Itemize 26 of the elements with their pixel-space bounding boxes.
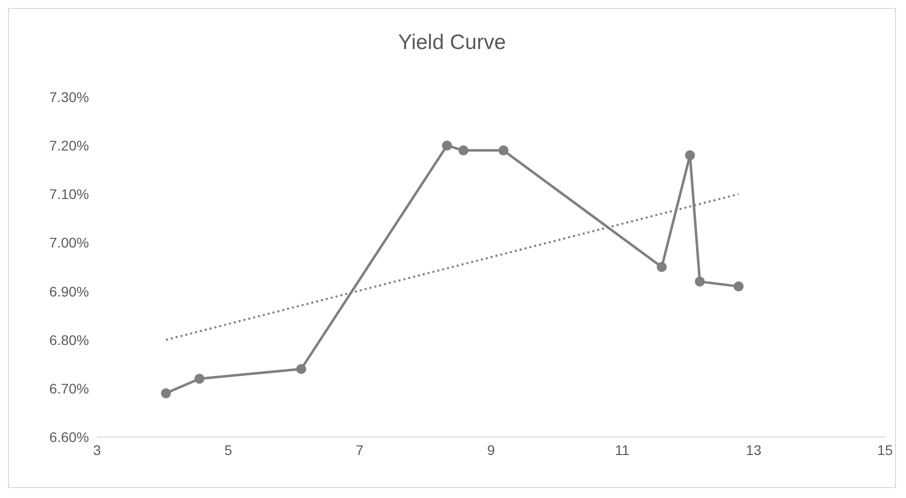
point — [684, 150, 695, 160]
x-tick-label: 7 — [356, 442, 364, 458]
x-tick-label: 3 — [93, 442, 102, 458]
point — [498, 145, 508, 156]
x-tick-label: 5 — [224, 442, 232, 458]
y-tick-label: 6.70% — [49, 380, 89, 396]
point — [296, 364, 306, 374]
x-tick-label: 11 — [615, 442, 630, 458]
y-tick-label: 6.80% — [49, 332, 89, 348]
y-tick-label: 7.10% — [49, 186, 89, 202]
point — [694, 276, 705, 287]
y-tick-label: 7.30% — [49, 88, 89, 105]
point — [734, 281, 744, 292]
y-tick-label: 6.60% — [49, 428, 89, 445]
y-tick-label: 6.90% — [49, 283, 89, 300]
point — [442, 140, 452, 151]
y-tick-label: 7.00% — [49, 234, 89, 251]
chart-title: Yield Curve — [397, 31, 507, 55]
x-tick-label: 15 — [877, 442, 893, 458]
point — [656, 262, 667, 272]
x-tick-label: 9 — [487, 442, 496, 458]
x-tick-label: 13 — [746, 442, 762, 458]
point — [458, 145, 468, 156]
point — [194, 374, 204, 384]
point — [160, 388, 171, 398]
y-tick-label: 7.20% — [49, 138, 89, 154]
